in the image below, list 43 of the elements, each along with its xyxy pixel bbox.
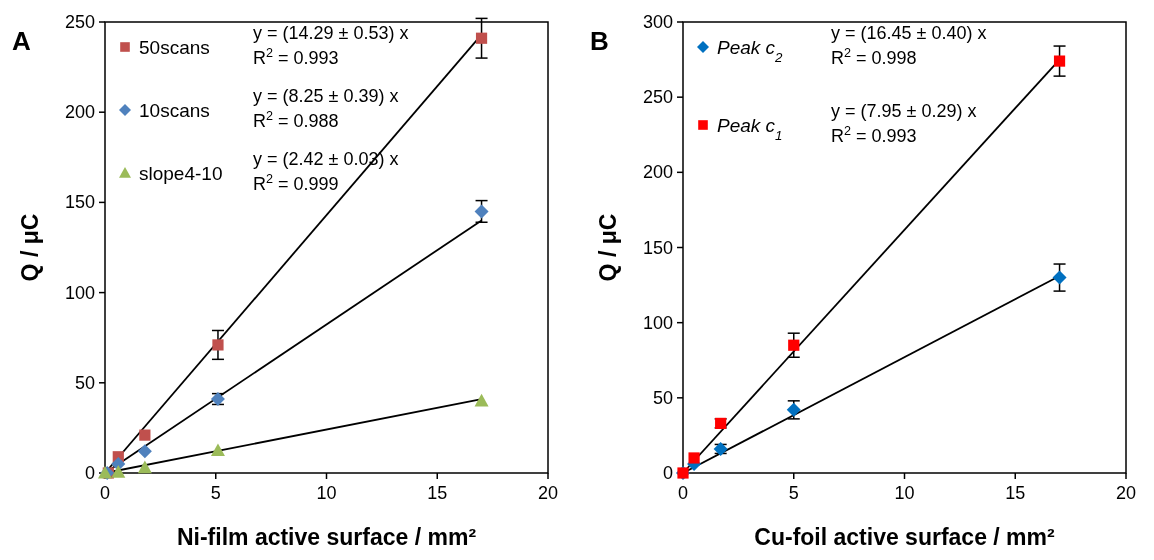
annotation: y = (8.25 ± 0.39) x (253, 86, 399, 106)
x-tick-label: 10 (316, 483, 337, 503)
x-tick-label: 20 (537, 483, 559, 503)
annotation: y = (7.95 ± 0.29) x (831, 101, 977, 121)
chart-title: B (590, 26, 609, 56)
x-axis-title: Cu-foil active surface / mm² (754, 524, 1056, 550)
x-tick-label: 10 (894, 483, 915, 503)
y-tick-label: 200 (642, 162, 673, 183)
y-tick-label: 50 (652, 387, 673, 408)
x-tick-label: 15 (1005, 483, 1026, 503)
x-tick-label: 0 (677, 483, 689, 503)
y-tick-label: 300 (642, 12, 673, 32)
annotation: R$^{2}$ = 0.993 (831, 124, 917, 146)
x-tick-label: 0 (99, 483, 111, 503)
annotation: R$^{2}$ = 0.998 (831, 46, 917, 68)
y-tick-label: 200 (64, 102, 95, 123)
legend-label: 50scans (139, 37, 210, 58)
legend-label: slope4-10 (139, 163, 223, 184)
annotation: y = (16.45 ± 0.40) x (831, 23, 987, 43)
x-axis-title: Ni-film active surface / mm² (176, 524, 477, 550)
annotation: y = (14.29 ± 0.53) x (253, 23, 409, 43)
x-tick-label: 20 (1115, 483, 1137, 503)
y-tick-label: 100 (64, 282, 95, 303)
chart-title: A (12, 26, 31, 56)
y-tick-label: 0 (662, 463, 673, 483)
annotation: R$^{2}$ = 0.988 (253, 109, 339, 131)
y-tick-label: 50 (74, 372, 95, 393)
y-tick-label: 150 (642, 237, 673, 258)
y-tick-label: 150 (64, 192, 95, 213)
y-tick-label: 0 (84, 463, 95, 483)
x-tick-label: 5 (788, 483, 799, 503)
y-tick-label: 250 (64, 12, 95, 32)
legend-label: Peak c$_{1}$ (717, 115, 783, 143)
y-tick-label: 250 (642, 87, 673, 108)
legend-label: Peak c$_{2}$ (717, 37, 784, 65)
legend-label: 10scans (139, 100, 210, 121)
x-tick-label: 5 (210, 483, 221, 503)
y-axis-title: Q / μC (595, 213, 621, 282)
annotation: R$^{2}$ = 0.993 (253, 46, 339, 68)
y-axis-title: Q / μC (17, 213, 43, 282)
annotation: R$^{2}$ = 0.999 (253, 172, 339, 194)
y-tick-label: 100 (642, 312, 673, 333)
x-tick-label: 15 (427, 483, 448, 503)
